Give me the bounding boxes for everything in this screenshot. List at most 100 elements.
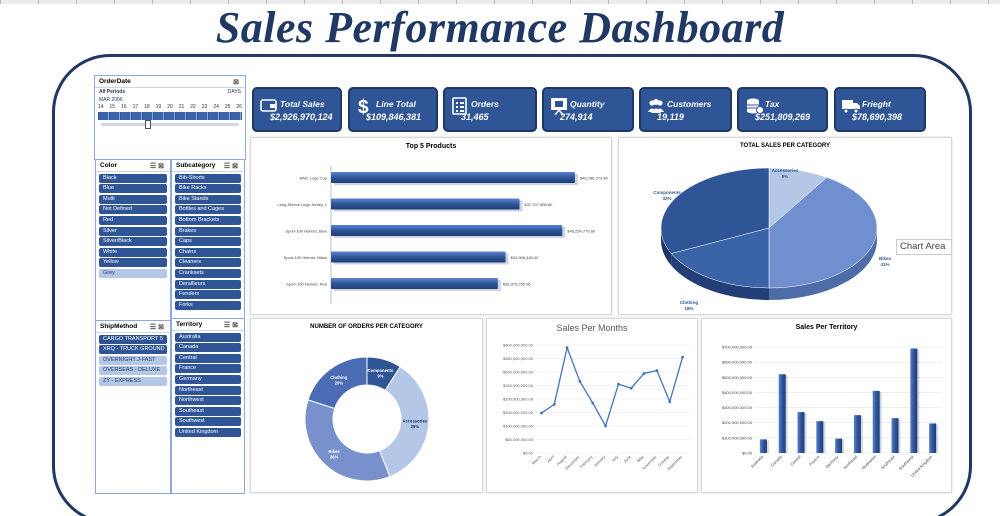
orderdate-day-cell[interactable] xyxy=(121,112,131,120)
line-point[interactable] xyxy=(565,346,569,350)
line-point[interactable] xyxy=(578,380,582,383)
orderdate-day-cell[interactable] xyxy=(99,112,109,120)
slicer-item[interactable]: Chains xyxy=(175,247,241,257)
donut-slice[interactable] xyxy=(304,399,391,482)
slicer-item[interactable]: France xyxy=(175,364,241,374)
slicer-item[interactable]: United Kingdom xyxy=(175,427,241,437)
kpi-card[interactable]: Frieght $78,690,398 xyxy=(834,87,926,132)
slicer-item[interactable]: Northeast xyxy=(175,385,241,395)
line-point[interactable] xyxy=(591,401,595,405)
slicer-item[interactable]: OVERSEAS - DELUXE xyxy=(99,366,167,376)
orderdate-day-cell[interactable] xyxy=(231,112,241,120)
line-point[interactable] xyxy=(655,369,659,373)
line-point[interactable] xyxy=(617,382,620,386)
territory-slicer[interactable]: Territory ☰⊠ Australia Canada Central France… xyxy=(171,318,245,494)
orderdate-timeline-bar[interactable] xyxy=(98,112,242,120)
slicer-item[interactable]: CARGO TRANSPORT 5 xyxy=(99,334,167,344)
orderdate-day-cell[interactable] xyxy=(132,112,142,120)
orderdate-day-cell[interactable] xyxy=(154,112,164,120)
line-point[interactable] xyxy=(668,400,672,404)
orderdate-day-cell[interactable] xyxy=(176,112,186,120)
line-point[interactable] xyxy=(629,386,633,390)
series-line[interactable] xyxy=(541,345,684,428)
slicer-item[interactable]: Forks xyxy=(175,300,241,310)
bar[interactable] xyxy=(891,418,899,453)
bar[interactable] xyxy=(331,172,575,183)
sales-per-category-chart[interactable]: TOTAL SALES PER CATEGORY Accessories 9% Bi… xyxy=(618,137,952,315)
bar[interactable] xyxy=(853,415,861,453)
line-point[interactable] xyxy=(604,424,607,428)
slicer-item[interactable]: ZY - EXPRESS xyxy=(99,376,167,386)
bar[interactable] xyxy=(910,348,918,453)
slicer-item[interactable]: Caps xyxy=(175,237,241,247)
sales-per-months-chart[interactable]: Sales Per Months $0.00 $50,000,000.00 $100… xyxy=(486,318,698,493)
slicer-item[interactable]: Canada xyxy=(175,343,241,353)
bar[interactable] xyxy=(778,374,786,453)
slicer-item[interactable]: Northwest xyxy=(175,396,241,406)
slicer-item[interactable]: Black xyxy=(99,173,167,183)
slicer-item[interactable]: XRQ - TRUCK GROUND xyxy=(99,345,167,355)
donut-slice[interactable] xyxy=(378,365,430,478)
multiselect-filter-icon[interactable]: ☰⊠ xyxy=(223,321,240,329)
slicer-item[interactable]: Yellow xyxy=(99,258,167,268)
bar[interactable] xyxy=(331,198,520,210)
kpi-card[interactable]: Customers 19,119 xyxy=(639,87,732,132)
orderdate-scroll-thumb[interactable] xyxy=(145,120,151,129)
bar[interactable] xyxy=(331,225,563,236)
slicer-item[interactable]: Blue xyxy=(99,184,167,194)
kpi-card[interactable]: $ Line Total $109,846,381 xyxy=(348,87,438,132)
slicer-item[interactable]: Southwest xyxy=(175,417,241,427)
slicer-item[interactable]: Silver/Black xyxy=(99,237,167,247)
slicer-item[interactable]: Bottom Brackets xyxy=(175,215,241,225)
orderdate-level[interactable]: DAYS xyxy=(227,89,241,95)
slicer-item[interactable]: Fenders xyxy=(175,290,241,300)
slicer-item[interactable]: Multi xyxy=(99,194,167,204)
slicer-item[interactable]: Brakes xyxy=(175,226,241,236)
bar[interactable] xyxy=(331,278,498,289)
slicer-item[interactable]: Bike Stands xyxy=(175,194,241,204)
kpi-card[interactable]: Total Sales $2,926,970,124 xyxy=(252,87,342,132)
line-point[interactable] xyxy=(540,411,543,415)
pie-slice[interactable] xyxy=(660,167,770,254)
orderdate-day-cell[interactable] xyxy=(209,112,219,120)
slicer-item[interactable]: Bottles and Cages xyxy=(175,205,241,215)
kpi-card[interactable]: Tax $251,809,269 xyxy=(737,87,828,132)
slicer-item[interactable]: Silver xyxy=(99,226,167,236)
orderdate-day-cell[interactable] xyxy=(187,112,197,120)
pie-slice[interactable] xyxy=(670,227,770,289)
line-point[interactable] xyxy=(681,355,684,359)
slicer-item[interactable]: Bib-Shorts xyxy=(175,173,241,183)
bar[interactable] xyxy=(331,251,506,263)
orderdate-day-cell[interactable] xyxy=(198,112,208,120)
slicer-item[interactable]: Germany xyxy=(175,374,241,384)
donut-slice[interactable] xyxy=(307,356,368,410)
kpi-card[interactable]: Quantity 274,914 xyxy=(542,87,634,132)
slicer-item[interactable]: Cleaners xyxy=(175,258,241,268)
bar[interactable] xyxy=(816,421,824,453)
multiselect-filter-icon[interactable]: ☰⊠ xyxy=(149,162,166,170)
sales-per-territory-chart[interactable]: Sales Per Territory $0.00 $100,000,000.00… xyxy=(701,318,952,493)
orderdate-scrollbar[interactable] xyxy=(101,120,239,129)
orderdate-day-cell[interactable] xyxy=(220,112,230,120)
color-slicer[interactable]: Color ☰⊠ Black Blue Multi Not Defined Red Silv… xyxy=(95,159,171,321)
slicer-item[interactable]: Central xyxy=(175,353,241,363)
shipmethod-slicer[interactable]: ShipMethod ☰⊠ CARGO TRANSPORT 5 XRQ - TRUC… xyxy=(95,320,171,494)
subcategory-slicer[interactable]: Subcategory ☰⊠ Bib-Shorts Bike Racks Bike S… xyxy=(171,159,245,321)
slicer-item[interactable]: Bike Racks xyxy=(175,184,241,194)
top-products-chart[interactable]: Top 5 Products AWC Logo Cap $48,786,373.9… xyxy=(250,137,612,315)
slicer-item[interactable]: OVERNIGHT J-FAST xyxy=(99,355,167,365)
slicer-item[interactable]: Grey xyxy=(99,268,167,278)
slicer-item[interactable]: Cranksets xyxy=(175,268,241,278)
kpi-card[interactable]: Orders 31,465 xyxy=(443,87,537,132)
slicer-item[interactable]: White xyxy=(99,247,167,257)
orders-per-category-chart[interactable]: NUMBER OF ORDERS PER CATEGORY Components… xyxy=(250,318,483,493)
bar[interactable] xyxy=(929,423,937,453)
slicer-item[interactable]: Not Defined xyxy=(99,205,167,215)
line-point[interactable] xyxy=(642,371,646,375)
pie-slice[interactable] xyxy=(768,177,878,289)
slicer-item[interactable]: Red xyxy=(99,215,167,225)
line-point[interactable] xyxy=(552,403,556,406)
orderdate-slicer[interactable]: OrderDate ⊠ All Periods DAYS MAR 2006 14 15… xyxy=(94,75,246,160)
multiselect-filter-icon[interactable]: ☰⊠ xyxy=(149,323,166,331)
orderdate-day-cell[interactable] xyxy=(110,112,120,120)
